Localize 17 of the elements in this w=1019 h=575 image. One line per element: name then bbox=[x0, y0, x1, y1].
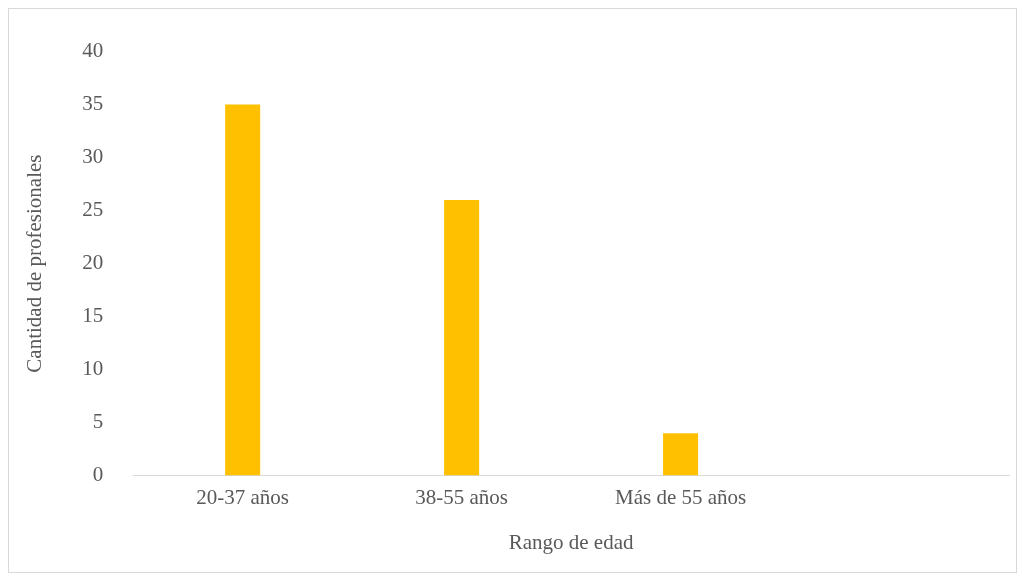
y-tick-label: 35 bbox=[82, 91, 104, 116]
y-tick-label: 5 bbox=[92, 409, 104, 434]
y-tick-label: 30 bbox=[82, 144, 104, 169]
bar bbox=[225, 104, 261, 476]
x-axis-title: Rango de edad bbox=[508, 529, 634, 554]
bar bbox=[444, 200, 480, 476]
y-tick-label: 0 bbox=[92, 462, 104, 487]
y-axis-title: Cantidad de profesionales bbox=[22, 154, 47, 373]
x-tick-label: Más de 55 años bbox=[614, 484, 747, 509]
y-tick-label: 40 bbox=[82, 38, 104, 63]
bar bbox=[663, 433, 699, 476]
y-tick-label: 20 bbox=[82, 250, 104, 275]
x-tick-label: 20-37 años bbox=[196, 484, 290, 509]
y-tick-label: 25 bbox=[82, 197, 104, 222]
x-tick-label: 38-55 años bbox=[415, 484, 508, 509]
y-tick-label: 10 bbox=[82, 356, 104, 381]
y-tick-label: 15 bbox=[82, 303, 104, 328]
